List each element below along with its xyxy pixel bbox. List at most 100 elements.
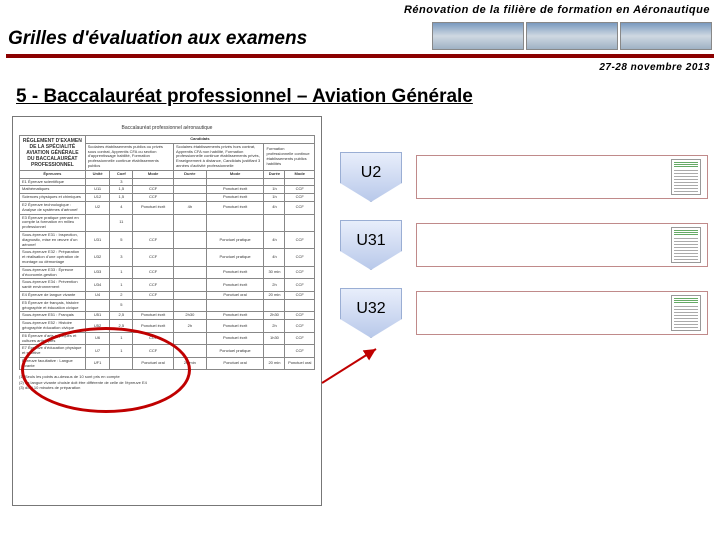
table-cell bbox=[85, 214, 110, 231]
header: Rénovation de la filière de formation en… bbox=[0, 0, 720, 72]
table-cell bbox=[173, 299, 206, 312]
table-cell: 20 min bbox=[264, 357, 285, 370]
regulation-document-preview: Baccalauréat professionnel aéronautique … bbox=[12, 116, 322, 506]
col-header: Unité bbox=[85, 170, 110, 178]
unit-row: U32 bbox=[340, 288, 708, 338]
table-cell bbox=[133, 178, 174, 186]
table-cell: Ponctuel écrit bbox=[133, 320, 174, 333]
top-banner-title: Rénovation de la filière de formation en… bbox=[404, 4, 710, 16]
aircraft-photo-strip bbox=[432, 22, 712, 50]
table-cell: 2h bbox=[264, 320, 285, 333]
table-cell: Ponctuel écrit bbox=[206, 201, 264, 214]
table-cell: Ponctuel écrit bbox=[206, 186, 264, 194]
doc-top-line: Baccalauréat professionnel aéronautique bbox=[19, 125, 315, 131]
table-cell: U51 bbox=[85, 312, 110, 320]
table-cell: 2,5 bbox=[110, 312, 133, 320]
table-cell: CCF bbox=[285, 312, 315, 320]
doc-notes: (1) Seuls les points au-dessus de 10 son… bbox=[19, 374, 315, 390]
table-cell: U33 bbox=[85, 266, 110, 279]
mini-doc-icon bbox=[671, 227, 701, 263]
table-cell: 1 bbox=[110, 279, 133, 292]
reg-title-line: PROFESSIONNEL bbox=[22, 162, 83, 168]
cand-col: Formation professionnelle continue établ… bbox=[264, 143, 315, 170]
table-row: MathématiquesU111,5CCFPonctuel écrit1hCC… bbox=[20, 186, 315, 194]
reg-title-line: RÈGLEMENT D'EXAMEN bbox=[22, 138, 83, 144]
table-cell: 5 bbox=[110, 231, 133, 248]
cand-col: Scolaires établissements privés hors con… bbox=[173, 143, 263, 170]
table-cell: Ponctuel pratique bbox=[206, 345, 264, 358]
table-cell: CCF bbox=[133, 249, 174, 266]
unit-result-box[interactable] bbox=[416, 291, 708, 335]
unit-chevron: U32 bbox=[340, 288, 402, 338]
table-cell bbox=[133, 299, 174, 312]
table-cell: 2h30 bbox=[264, 312, 285, 320]
table-cell: 30 min bbox=[264, 266, 285, 279]
table-cell bbox=[173, 279, 206, 292]
table-cell: Ponctuel oral bbox=[285, 357, 315, 370]
table-cell: 2h30 bbox=[173, 312, 206, 320]
table-cell bbox=[264, 299, 285, 312]
table-cell bbox=[173, 249, 206, 266]
table-cell: CCF bbox=[133, 266, 174, 279]
table-row: Sous-épreuve E51 : FrançaisU512,5Ponctue… bbox=[20, 312, 315, 320]
table-cell bbox=[206, 299, 264, 312]
table-cell: CCF bbox=[133, 194, 174, 202]
aircraft-photo bbox=[620, 22, 712, 50]
table-cell: 1h30 bbox=[264, 332, 285, 345]
table-cell bbox=[264, 214, 285, 231]
table-cell: CCF bbox=[133, 332, 174, 345]
table-row: E5 Épreuve de français, histoire géograp… bbox=[20, 299, 315, 312]
table-row: Sous-épreuve E52 : Histoire géographie é… bbox=[20, 320, 315, 333]
table-cell: Ponctuel oral bbox=[133, 357, 174, 370]
table-cell bbox=[110, 357, 133, 370]
header-divider bbox=[6, 54, 714, 58]
table-cell bbox=[133, 214, 174, 231]
unit-row: U31 bbox=[340, 220, 708, 270]
table-cell: CCF bbox=[285, 231, 315, 248]
table-cell: 3 bbox=[110, 249, 133, 266]
table-cell: Ponctuel écrit bbox=[206, 332, 264, 345]
table-cell: CCF bbox=[285, 279, 315, 292]
table-cell: Ponctuel écrit bbox=[206, 320, 264, 333]
table-cell: Sous-épreuve E51 : Français bbox=[20, 312, 86, 320]
table-cell: U32 bbox=[85, 249, 110, 266]
table-cell: Sciences physiques et chimiques bbox=[20, 194, 86, 202]
table-cell: 5 bbox=[110, 299, 133, 312]
table-cell: Sous-épreuve E33 : Épreuve d'économie-ge… bbox=[20, 266, 86, 279]
table-cell: Ponctuel oral bbox=[206, 357, 264, 370]
table-cell bbox=[285, 178, 315, 186]
mini-doc-icon bbox=[671, 159, 701, 195]
table-cell: 4h bbox=[264, 201, 285, 214]
reg-title-line: DE LA SPÉCIALITÉ bbox=[22, 144, 83, 150]
table-cell: 1,5 bbox=[110, 194, 133, 202]
table-cell: Épreuve facultative : Langue vivante bbox=[20, 357, 86, 370]
table-cell: 1 bbox=[110, 266, 133, 279]
col-header: Mode bbox=[206, 170, 264, 178]
unit-result-box[interactable] bbox=[416, 223, 708, 267]
reg-title-line: DU BACCALAURÉAT bbox=[22, 156, 83, 162]
unit-label: U2 bbox=[361, 164, 381, 182]
candidates-header: Candidats bbox=[85, 136, 314, 144]
reg-title-cell: RÈGLEMENT D'EXAMEN DE LA SPÉCIALITÉ AVIA… bbox=[20, 136, 86, 171]
table-cell: Sous-épreuve E31 : Inspection, diagnosti… bbox=[20, 231, 86, 248]
table-cell: CCF bbox=[285, 201, 315, 214]
table-cell: 1,5 bbox=[110, 186, 133, 194]
table-cell: E7 Épreuve d'éducation physique et sport… bbox=[20, 345, 86, 358]
table-row: Sous-épreuve E34 : Prévention santé envi… bbox=[20, 279, 315, 292]
table-cell: 2,5 bbox=[110, 320, 133, 333]
table-cell: CCF bbox=[285, 345, 315, 358]
unit-result-box[interactable] bbox=[416, 155, 708, 199]
table-cell bbox=[173, 214, 206, 231]
table-cell: Sous-épreuve E32 : Préparation et réalis… bbox=[20, 249, 86, 266]
col-header: Durée bbox=[173, 170, 206, 178]
table-cell bbox=[173, 178, 206, 186]
aircraft-photo bbox=[432, 22, 524, 50]
table-cell bbox=[173, 266, 206, 279]
table-cell: CCF bbox=[285, 194, 315, 202]
regulation-table: RÈGLEMENT D'EXAMEN DE LA SPÉCIALITÉ AVIA… bbox=[19, 135, 315, 370]
table-row: Sous-épreuve E31 : Inspection, diagnosti… bbox=[20, 231, 315, 248]
table-cell: Ponctuel pratique bbox=[206, 249, 264, 266]
table-cell: Mathématiques bbox=[20, 186, 86, 194]
table-cell bbox=[173, 186, 206, 194]
table-cell: U11 bbox=[85, 186, 110, 194]
